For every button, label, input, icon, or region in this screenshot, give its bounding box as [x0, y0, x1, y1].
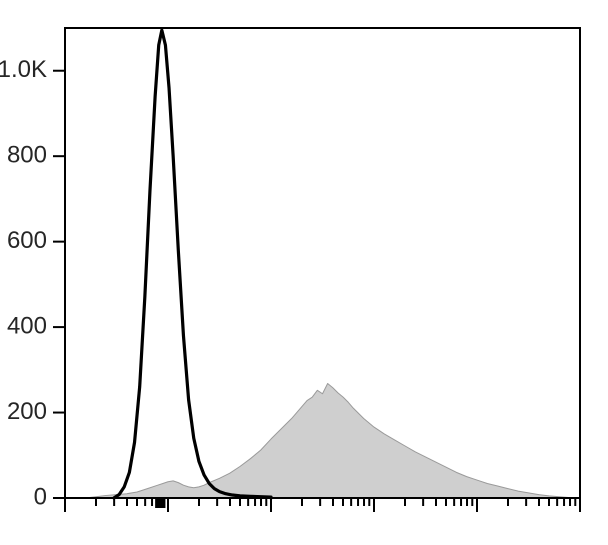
flow-cytometry-histogram: 0 200 400 600 800 1.0K	[0, 0, 608, 545]
y-axis-tick-label: 400	[7, 312, 47, 339]
y-axis-tick-label: 0	[34, 483, 47, 510]
y-axis-tick-label: 200	[7, 398, 47, 425]
y-axis-tick-label: 600	[7, 227, 47, 254]
y-axis-tick-label: 800	[7, 142, 47, 169]
y-axis-tick-label: 1.0K	[0, 56, 47, 83]
x-axis-marker	[155, 498, 165, 508]
